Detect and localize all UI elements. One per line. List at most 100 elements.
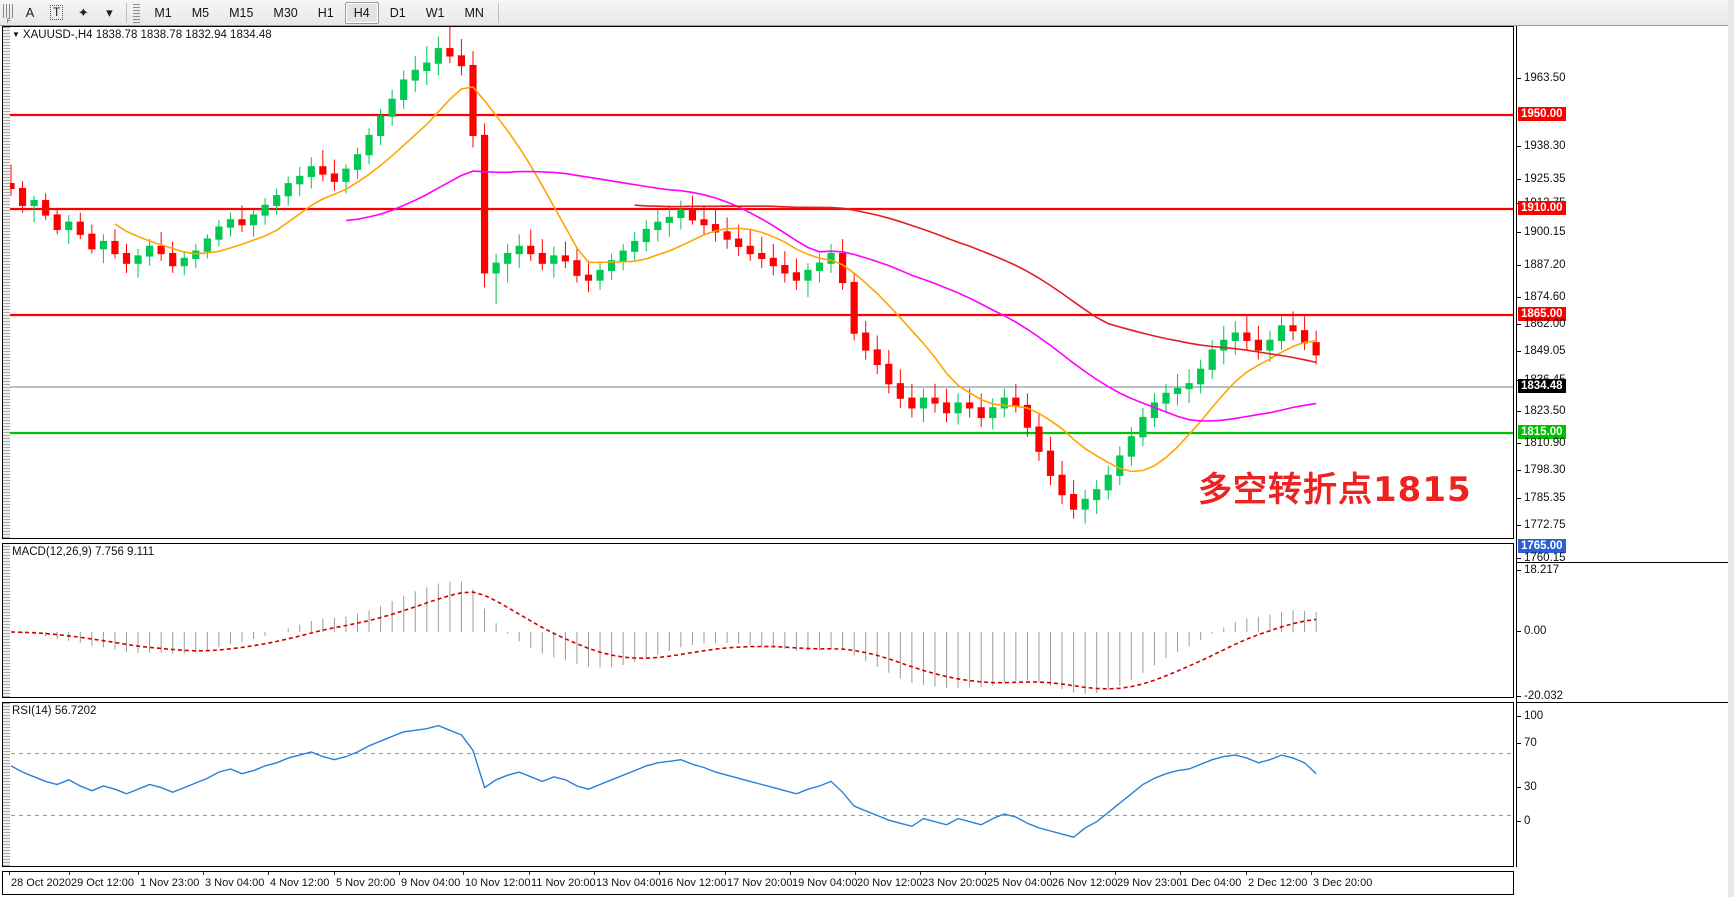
candle-body [1243, 332, 1251, 341]
timeframe-m30[interactable]: M30 [273, 5, 298, 20]
candle-body [423, 62, 431, 71]
candle-body [908, 397, 916, 409]
symbol-info-text: XAUUSD-,H4 1838.78 1838.78 1832.94 1834.… [22, 29, 272, 41]
price-panel-grip[interactable] [3, 27, 10, 538]
candle-body [65, 221, 73, 231]
candle-body [977, 407, 985, 419]
axis-price-badge: 1950.00 [1518, 107, 1566, 121]
macd-panel-grip[interactable] [3, 544, 10, 697]
candle-body [157, 245, 165, 255]
timeframe-m15[interactable]: M15 [229, 5, 254, 20]
timeframe-w1[interactable]: W1 [425, 5, 445, 20]
time-label: 1 Dec 04:00 [1182, 877, 1242, 889]
timeframe-h1[interactable]: H1 [317, 5, 334, 20]
axis-tick [1516, 787, 1521, 788]
axis-price-label: 0 [1524, 815, 1531, 827]
timeframe-h4[interactable]: H4 [344, 1, 379, 24]
axis-price-badge: 1910.00 [1518, 201, 1566, 215]
candle-body [1093, 489, 1101, 501]
time-label: 23 Nov 20:00 [922, 877, 988, 889]
candle-body [42, 199, 50, 216]
toolbar: A T ✦ ▾ M1 M5 M15 M30 H1 H4 D1 W1 MN [0, 0, 1734, 26]
axis-price-label: 1798.30 [1524, 464, 1566, 476]
candle-body [76, 221, 84, 235]
candle-body [550, 255, 558, 264]
rsi-panel[interactable]: RSI(14) 56.7202 [2, 702, 1514, 867]
axis-tick [1516, 570, 1521, 571]
objects-icon[interactable]: ✦ [77, 4, 89, 20]
candle-body [1197, 368, 1205, 385]
rsi-panel-grip[interactable] [3, 703, 10, 866]
text-a-icon[interactable]: A [25, 5, 35, 20]
candle-body [284, 183, 292, 197]
axis-tick [1516, 470, 1521, 471]
candle-body [400, 79, 408, 100]
candle-body [377, 115, 385, 137]
price-scale-axis[interactable]: 1963.501950.001938.301925.351912.751910.… [1516, 26, 1734, 867]
timeframe-drag-handle[interactable] [133, 2, 141, 23]
text-label-icon[interactable]: T [44, 2, 69, 24]
axis-tick [1516, 443, 1521, 444]
candle-body [665, 216, 673, 223]
axis-price-label: 100 [1524, 710, 1544, 722]
candle-body [596, 269, 604, 281]
axis-tick [1516, 297, 1521, 298]
axis-price-label: 1900.15 [1524, 226, 1566, 238]
candle-body [919, 397, 928, 409]
axis-price-label: 1810.90 [1524, 437, 1566, 449]
axis-panel-divider [1516, 702, 1734, 703]
time-label: 26 Nov 12:00 [1052, 877, 1118, 889]
time-tick [1180, 872, 1181, 875]
candle-body [319, 166, 327, 175]
axis-price-label: 1963.50 [1524, 72, 1566, 84]
time-tick [9, 872, 10, 875]
rsi-svg [3, 724, 1513, 838]
candle-body [677, 209, 685, 219]
candle-body [561, 255, 570, 262]
moving-average-line [634, 204, 1317, 364]
candle-body [307, 166, 315, 178]
candle-body [261, 204, 269, 216]
macd-panel[interactable]: MACD(12,26,9) 7.756 9.111 [2, 543, 1514, 698]
axis-tick [1516, 716, 1521, 717]
time-tick [1246, 872, 1247, 875]
candle-body [1150, 402, 1159, 419]
time-label: 11 Nov 20:00 [531, 877, 596, 889]
time-tick [69, 872, 70, 875]
candle-body [954, 402, 962, 414]
timeframe-m1[interactable]: M1 [154, 5, 172, 20]
timeframe-m5[interactable]: M5 [191, 5, 210, 20]
axis-price-label: 1925.35 [1524, 173, 1566, 185]
candle-body [966, 402, 974, 409]
candle-body [838, 252, 847, 284]
timeframe-d1[interactable]: D1 [389, 5, 406, 20]
candle-body [1289, 325, 1297, 332]
rsi-line [10, 724, 1317, 838]
time-tick [399, 872, 400, 875]
candle-body [296, 175, 304, 185]
axis-price-label: 70 [1524, 737, 1537, 749]
candle-body [654, 221, 662, 231]
chevron-down-icon[interactable]: ▾ [106, 4, 113, 20]
dropdown-arrow-icon[interactable]: ▼ [12, 30, 20, 39]
time-label: 29 Oct 12:00 [71, 877, 134, 889]
moving-average-line [114, 86, 1317, 473]
timeframe-mn[interactable]: MN [464, 5, 484, 20]
chinese-annotation: 多空转折点1815 [1198, 470, 1472, 510]
axis-tick [1516, 78, 1521, 79]
candle-body [781, 265, 789, 274]
candle-body [815, 262, 824, 272]
time-scale-axis[interactable]: 28 Oct 2020 29 Oct 12:00 1 Nov 23:00 3 Nov … [2, 871, 1514, 895]
axis-price-label: -20.032 [1524, 690, 1564, 702]
time-label: 17 Nov 20:00 [727, 877, 793, 889]
time-tick [1050, 872, 1051, 875]
toolbar-drag-handle[interactable] [3, 2, 15, 25]
candle-body [342, 168, 350, 182]
candle-body [584, 274, 593, 281]
axis-price-badge: 1815.00 [1518, 425, 1566, 439]
price-chart-panel[interactable]: ▼ XAUUSD-,H4 1838.78 1838.78 1832.94 1834… [2, 26, 1514, 539]
candle-body [1208, 349, 1216, 370]
time-tick [529, 872, 530, 875]
candle-body [1000, 397, 1008, 409]
time-label: 1 Nov 23:00 [140, 877, 200, 889]
